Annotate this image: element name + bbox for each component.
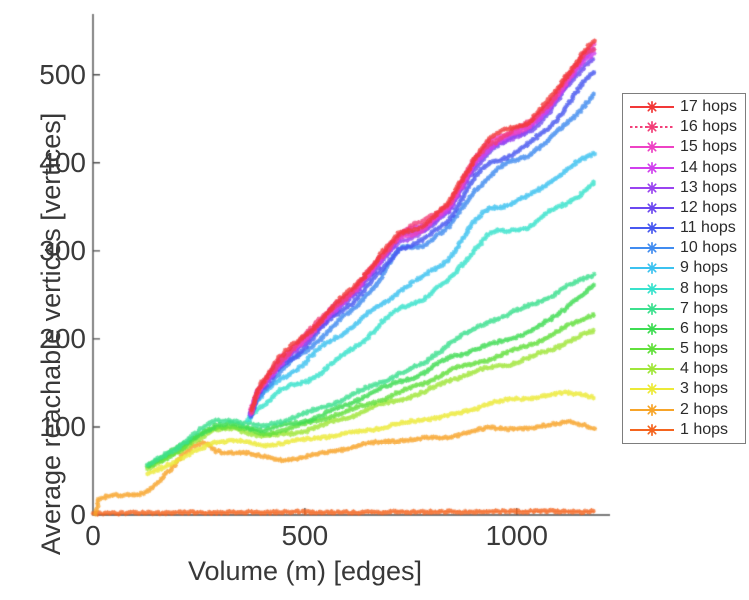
- legend-entry: 1 hops: [629, 421, 745, 439]
- legend-entry: 16 hops: [629, 118, 745, 136]
- legend-marker-icon: [630, 383, 674, 396]
- legend-entry: 10 hops: [629, 239, 745, 257]
- legend-entry: 12 hops: [629, 199, 745, 217]
- legend-label: 1 hops: [680, 420, 729, 438]
- y-tick-label: 500: [39, 58, 86, 90]
- legend: 17 hops 16 hops 15 hops 14 hops 13 hops 12 ho…: [622, 93, 746, 444]
- y-tick-label: 300: [39, 234, 86, 266]
- legend-label: 3 hops: [680, 380, 729, 398]
- legend-label: 8 hops: [680, 279, 729, 297]
- legend-marker-icon: [630, 121, 674, 134]
- legend-label: 15 hops: [680, 138, 737, 156]
- legend-label: 12 hops: [680, 198, 737, 216]
- legend-label: 5 hops: [680, 340, 729, 358]
- x-tick-label: 1000: [485, 520, 548, 551]
- legend-marker-icon: [630, 262, 674, 275]
- legend-marker-icon: [630, 201, 674, 214]
- legend-label: 17 hops: [680, 98, 737, 116]
- legend-label: 16 hops: [680, 118, 737, 136]
- y-tick-label: 400: [39, 146, 86, 178]
- legend-entry: 8 hops: [629, 280, 745, 298]
- legend-marker-icon: [630, 423, 674, 436]
- legend-label: 4 hops: [680, 360, 729, 378]
- y-tick-label: 100: [39, 410, 86, 442]
- legend-entry: 14 hops: [629, 159, 745, 177]
- legend-label: 7 hops: [680, 299, 729, 317]
- legend-marker-icon: [630, 363, 674, 376]
- x-tick-label: 500: [281, 520, 329, 551]
- legend-entry: 5 hops: [629, 340, 745, 358]
- legend-label: 9 hops: [680, 259, 729, 277]
- legend-entry: 17 hops: [629, 98, 745, 116]
- legend-marker-icon: [630, 161, 674, 174]
- legend-marker-icon: [630, 403, 674, 416]
- legend-entry: 7 hops: [629, 300, 745, 318]
- legend-marker-icon: [630, 141, 674, 154]
- legend-entry: 6 hops: [629, 320, 745, 338]
- legend-marker-icon: [630, 181, 674, 194]
- legend-marker-icon: [630, 322, 674, 336]
- legend-marker-icon: [630, 242, 674, 255]
- legend-entry: 13 hops: [629, 179, 745, 197]
- legend-entry: 4 hops: [629, 360, 745, 378]
- legend-label: 11 hops: [680, 219, 736, 237]
- legend-label: 13 hops: [680, 178, 737, 196]
- legend-entry: 11 hops: [629, 219, 745, 237]
- legend-marker-icon: [630, 222, 674, 235]
- y-tick-label: 200: [39, 322, 86, 354]
- legend-label: 6 hops: [680, 319, 729, 337]
- legend-label: 10 hops: [680, 239, 737, 257]
- x-tick-label: 0: [85, 520, 101, 551]
- x-axis-label: Volume (m) [edges]: [187, 556, 423, 586]
- legend-marker-icon: [630, 282, 674, 295]
- legend-entry: 3 hops: [629, 380, 745, 398]
- legend-entry: 2 hops: [629, 401, 745, 419]
- legend-entry: 15 hops: [629, 138, 745, 156]
- legend-marker-icon: [630, 343, 674, 356]
- legend-label: 2 hops: [680, 400, 729, 418]
- legend-label: 14 hops: [680, 158, 737, 176]
- legend-entry: 9 hops: [629, 259, 745, 277]
- y-tick-label: 0: [70, 499, 86, 530]
- legend-marker-icon: [630, 101, 674, 114]
- legend-marker-icon: [630, 302, 674, 315]
